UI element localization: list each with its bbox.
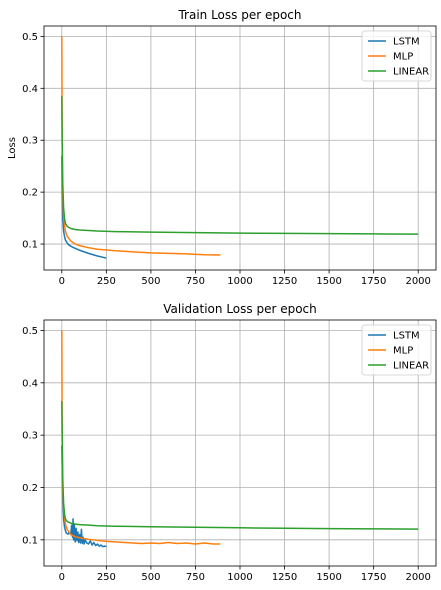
y-tick-label: 0.5 <box>22 32 38 43</box>
x-tick-label: 2000 <box>405 276 430 287</box>
x-tick-label: 1500 <box>316 572 341 583</box>
series-line-lstm <box>61 155 107 259</box>
x-tick-label: 250 <box>97 572 116 583</box>
chart-title: Validation Loss per epoch <box>163 302 317 316</box>
x-tick-label: 2000 <box>405 572 430 583</box>
y-tick-label: 0.4 <box>22 84 38 95</box>
legend: LSTM MLP LINEAR <box>361 30 432 82</box>
x-tick-label: 500 <box>141 276 160 287</box>
y-tick-label: 0.2 <box>22 483 38 494</box>
legend-label: LSTM <box>393 37 420 48</box>
x-tick-label: 0 <box>59 572 65 583</box>
x-tick-label: 1750 <box>361 572 386 583</box>
series-lines <box>61 36 419 259</box>
y-tick-label: 0.5 <box>22 326 38 337</box>
legend-label: LINEAR <box>393 361 429 372</box>
x-tick-label: 1500 <box>316 276 341 287</box>
series-line-mlp <box>61 330 221 545</box>
validation-loss-chart: Validation Loss per epoch 0 250 500 750 1000… <box>22 302 437 583</box>
x-tick-label: 1250 <box>272 572 297 583</box>
x-tick-label: 500 <box>141 572 160 583</box>
chart-title: Train Loss per epoch <box>177 8 301 22</box>
y-tick-label: 0.1 <box>22 535 38 546</box>
x-tick-label: 750 <box>186 276 205 287</box>
legend: LSTM MLP LINEAR <box>361 324 432 376</box>
train-loss-chart: Train Loss per epoch Loss 0 250 500 750 1000… <box>7 8 437 287</box>
x-tick-label: 1000 <box>227 572 252 583</box>
x-tick-label: 250 <box>97 276 116 287</box>
grid <box>44 320 436 566</box>
x-tick-label: 1750 <box>361 276 386 287</box>
y-tick-label: 0.3 <box>22 431 38 442</box>
y-tick-label: 0.4 <box>22 378 38 389</box>
axis-ticks: 0 250 500 750 1000 1250 1500 1750 2000 0.1 0.2 0.3 0… <box>22 326 431 583</box>
y-tick-label: 0.1 <box>22 240 38 251</box>
y-axis-label: Loss <box>7 137 18 159</box>
legend-box <box>361 324 432 376</box>
y-tick-label: 0.2 <box>22 188 38 199</box>
legend-label: MLP <box>393 52 413 63</box>
y-tick-label: 0.3 <box>22 136 38 147</box>
legend-box <box>361 30 432 82</box>
x-tick-label: 1250 <box>272 276 297 287</box>
legend-label: LINEAR <box>393 67 429 78</box>
series-line-lstm <box>61 445 107 548</box>
legend-label: LSTM <box>393 331 420 342</box>
axis-ticks: 0 250 500 750 1000 1250 1500 1750 2000 0.1 0.2 0.3 0… <box>22 32 431 287</box>
x-tick-label: 0 <box>59 276 65 287</box>
x-tick-label: 1000 <box>227 276 252 287</box>
series-line-linear <box>61 401 419 530</box>
legend-label: MLP <box>393 346 413 357</box>
series-line-linear <box>61 96 419 235</box>
series-lines <box>61 330 419 548</box>
x-tick-label: 750 <box>186 572 205 583</box>
